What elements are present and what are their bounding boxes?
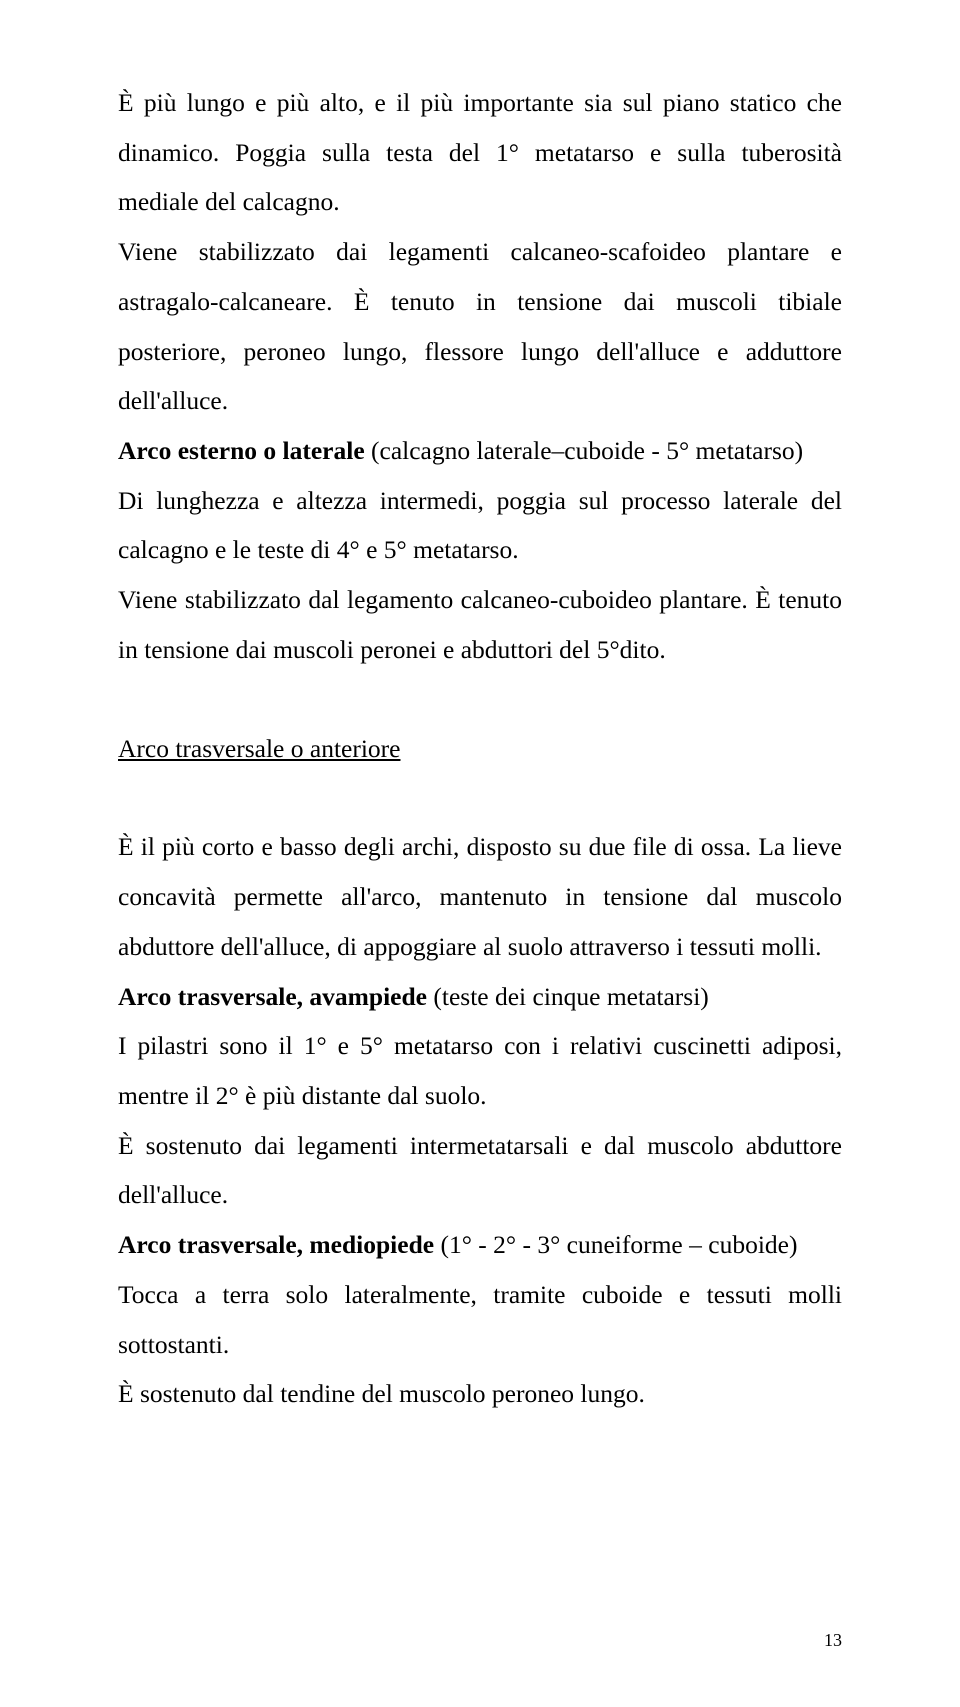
paragraph: Arco esterno o laterale (calcagno latera… xyxy=(118,426,842,476)
paragraph: È il più corto e basso degli archi, disp… xyxy=(118,822,842,971)
paragraph: Arco trasversale, avampiede (teste dei c… xyxy=(118,972,842,1022)
document-body: È più lungo e più alto, e il più importa… xyxy=(118,78,842,1419)
paragraph: Viene stabilizzato dal legamento calcane… xyxy=(118,575,842,674)
term-rest: (calcagno laterale–cuboide - 5° metatars… xyxy=(365,436,804,465)
term-rest: (1° - 2° - 3° cuneiforme – cuboide) xyxy=(434,1230,797,1259)
paragraph: È sostenuto dal tendine del muscolo pero… xyxy=(118,1369,842,1419)
term-bold: Arco trasversale, avampiede xyxy=(118,982,427,1011)
paragraph: Arco trasversale, mediopiede (1° - 2° - … xyxy=(118,1220,842,1270)
paragraph: È sostenuto dai legamenti intermetatarsa… xyxy=(118,1121,842,1220)
term-bold: Arco trasversale, mediopiede xyxy=(118,1230,434,1259)
term-bold: Arco esterno o laterale xyxy=(118,436,365,465)
paragraph: I pilastri sono il 1° e 5° metatarso con… xyxy=(118,1021,842,1120)
paragraph: È più lungo e più alto, e il più importa… xyxy=(118,78,842,227)
term-rest: (teste dei cinque metatarsi) xyxy=(427,982,709,1011)
section-gap xyxy=(118,773,842,822)
heading-underline: Arco trasversale o anteriore xyxy=(118,734,400,763)
section-gap xyxy=(118,675,842,724)
paragraph: Di lunghezza e altezza intermedi, poggia… xyxy=(118,476,842,575)
section-heading: Arco trasversale o anteriore xyxy=(118,724,842,774)
paragraph: Viene stabilizzato dai legamenti calcane… xyxy=(118,227,842,426)
page-number: 13 xyxy=(824,1630,842,1651)
paragraph: Tocca a terra solo lateralmente, tramite… xyxy=(118,1270,842,1369)
